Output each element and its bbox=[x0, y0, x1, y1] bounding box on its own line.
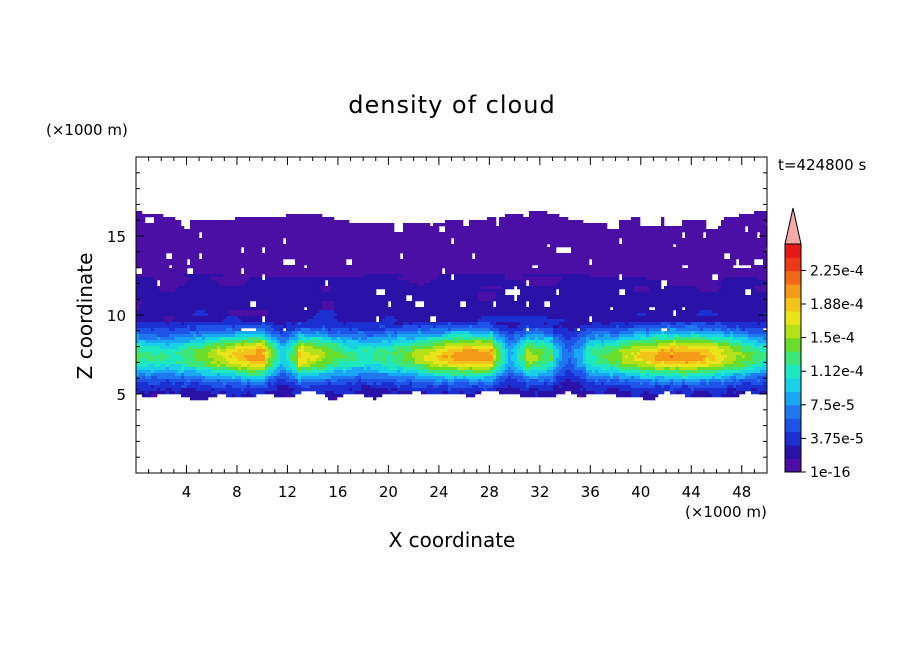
x-tick-label: 24 bbox=[429, 483, 448, 501]
colorbar-swatch bbox=[785, 257, 801, 271]
x-tick-label: 32 bbox=[530, 483, 549, 501]
colorbar-swatch bbox=[785, 365, 801, 379]
colorbar-swatch bbox=[785, 378, 801, 392]
colorbar-overflow-triangle bbox=[785, 208, 801, 244]
colorbar-swatch bbox=[785, 432, 801, 446]
x-tick-label: 8 bbox=[232, 483, 242, 501]
y-axis-label: Z coordinate bbox=[73, 253, 97, 380]
colorbar-swatch bbox=[785, 351, 801, 365]
y-axis-unit: (×1000 m) bbox=[46, 121, 128, 139]
colorbar-swatch bbox=[785, 445, 801, 459]
colorbar-label: 2.25e-4 bbox=[810, 263, 864, 279]
colorbar-swatch bbox=[785, 271, 801, 285]
colorbar-swatch bbox=[785, 392, 801, 406]
x-tick-label: 20 bbox=[379, 483, 398, 501]
x-tick-label: 12 bbox=[278, 483, 297, 501]
colorbar-label: 1e-16 bbox=[810, 465, 850, 481]
x-tick-label: 48 bbox=[732, 483, 751, 501]
colorbar: 1e-16 3.75e-5 7.5e-5 1.12e-4 1.5e-4 1.88e-4 2.… bbox=[785, 208, 864, 481]
chart-title: density of cloud bbox=[348, 91, 555, 119]
colorbar-swatch bbox=[785, 311, 801, 325]
x-tick-label: 28 bbox=[480, 483, 499, 501]
x-tick-label: 36 bbox=[581, 483, 600, 501]
y-tick-label: 5 bbox=[116, 386, 126, 404]
time-label: t=424800 s bbox=[778, 156, 866, 174]
colorbar-swatch bbox=[785, 418, 801, 432]
x-axis-unit: (×1000 m) bbox=[685, 503, 767, 521]
y-tick-label: 10 bbox=[107, 307, 126, 325]
colorbar-label: 7.5e-5 bbox=[810, 398, 855, 414]
colorbar-label: 1.5e-4 bbox=[810, 331, 855, 347]
x-tick-label: 4 bbox=[182, 483, 192, 501]
colorbar-swatch bbox=[785, 405, 801, 419]
colorbar-swatch bbox=[785, 298, 801, 312]
colorbar-label: 1.12e-4 bbox=[810, 364, 864, 380]
x-tick-label: 44 bbox=[682, 483, 701, 501]
colorbar-swatch bbox=[785, 324, 801, 338]
x-tick-label: 16 bbox=[328, 483, 347, 501]
colorbar-label: 3.75e-5 bbox=[810, 431, 864, 447]
x-tick-label: 40 bbox=[631, 483, 650, 501]
density-field bbox=[136, 211, 769, 400]
colorbar-swatch bbox=[785, 284, 801, 298]
colorbar-swatch bbox=[785, 338, 801, 352]
y-tick-label: 15 bbox=[107, 228, 126, 246]
colorbar-swatch bbox=[785, 244, 801, 258]
colorbar-swatch bbox=[785, 459, 801, 473]
x-axis-label: X coordinate bbox=[389, 528, 516, 552]
colorbar-label: 1.88e-4 bbox=[810, 297, 864, 313]
